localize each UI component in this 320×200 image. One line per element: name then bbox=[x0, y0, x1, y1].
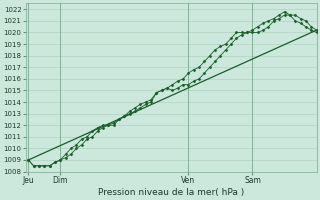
X-axis label: Pression niveau de la mer( hPa ): Pression niveau de la mer( hPa ) bbox=[98, 188, 244, 197]
